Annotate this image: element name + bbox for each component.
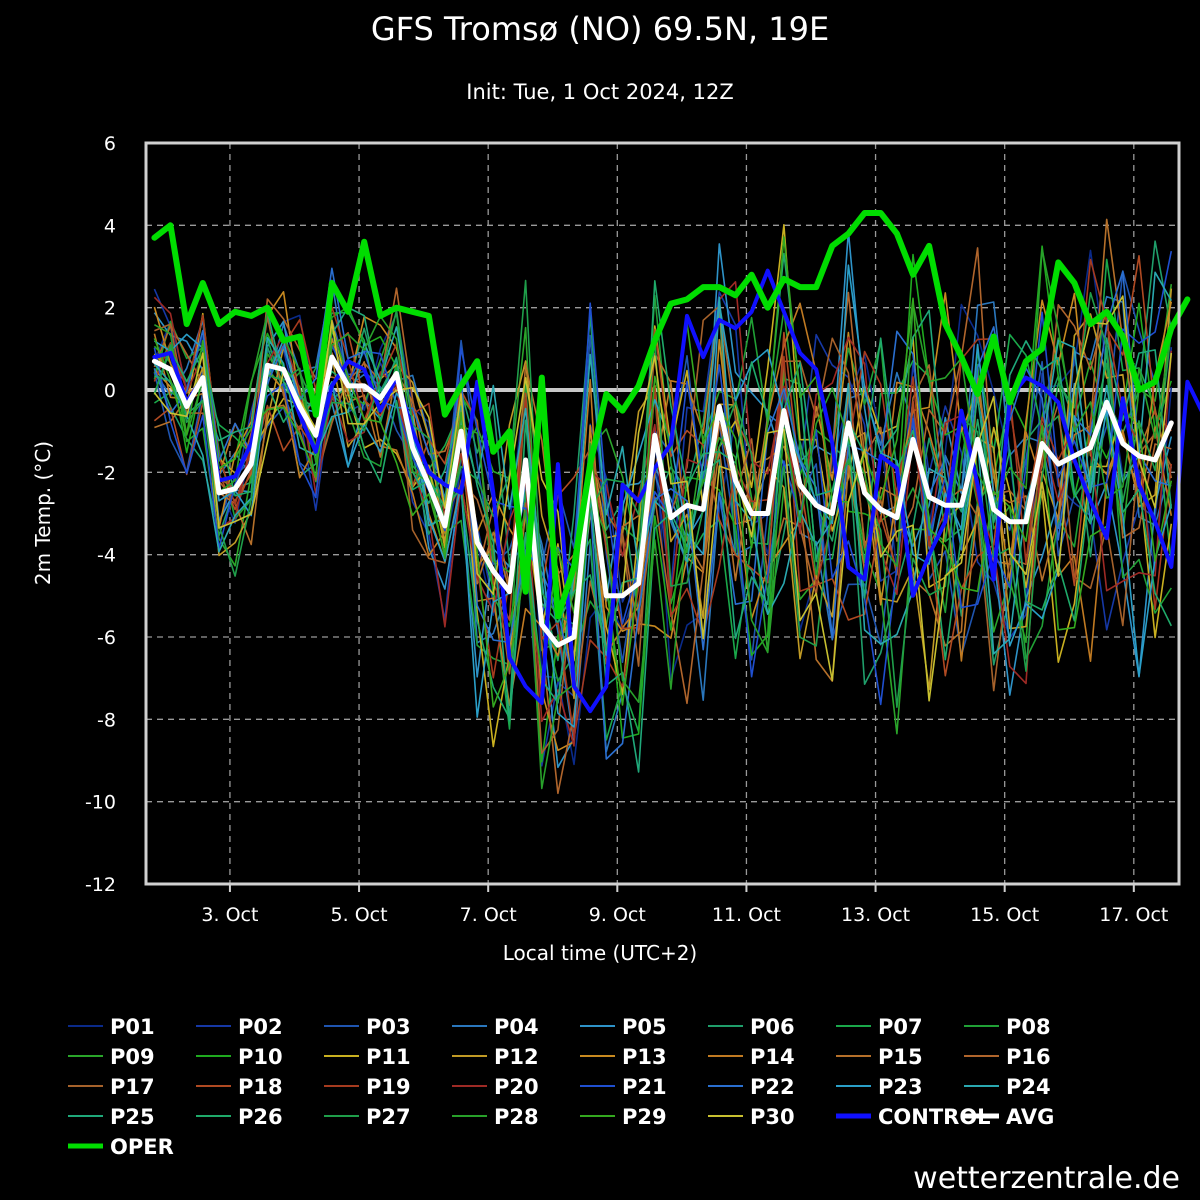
- plot-frame: [144, 141, 1181, 886]
- x-tick-label: 13. Oct: [841, 904, 910, 926]
- legend-label: P18: [238, 1075, 283, 1099]
- y-tick-label: 0: [104, 380, 116, 402]
- legend-label: P03: [366, 1015, 411, 1039]
- member-line: [153, 271, 1172, 704]
- x-axis-label: Local time (UTC+2): [503, 941, 697, 965]
- y-tick-labels: 6 4 2 0 -2 -4 -6 -8 -10 -12: [85, 133, 116, 896]
- y-tick-label: -2: [97, 462, 116, 484]
- legend-label: P09: [110, 1045, 155, 1069]
- legend-label: P29: [622, 1105, 667, 1129]
- legend-label: P26: [238, 1105, 283, 1129]
- x-tick-labels: 3. Oct 5. Oct 7. Oct 9. Oct 11. Oct 13. Oct 15…: [201, 904, 1168, 926]
- legend-label: P25: [110, 1105, 155, 1129]
- legend-label: P04: [494, 1015, 539, 1039]
- y-tick-label: -6: [97, 627, 116, 649]
- x-tick-label: 15. Oct: [970, 904, 1039, 926]
- legend-label: P14: [750, 1045, 795, 1069]
- legend-label: P30: [750, 1105, 795, 1129]
- y-tick-label: 4: [104, 215, 116, 237]
- legend-label: P12: [494, 1045, 539, 1069]
- legend-label: P27: [366, 1105, 411, 1129]
- legend-label: P13: [622, 1045, 667, 1069]
- x-tick-label: 11. Oct: [712, 904, 781, 926]
- y-tick-label: -10: [85, 792, 116, 814]
- legend-label: P21: [622, 1075, 667, 1099]
- main-series: [151, 210, 1200, 714]
- chart-title: GFS Tromsø (NO) 69.5N, 19E: [371, 10, 829, 48]
- legend-label: P02: [238, 1015, 283, 1039]
- legend-label: P10: [238, 1045, 283, 1069]
- x-tick-label: 5. Oct: [331, 904, 388, 926]
- y-axis-label: 2m Temp. (°C): [31, 441, 55, 585]
- x-tick-label: 17. Oct: [1099, 904, 1168, 926]
- y-tick-label: 6: [104, 133, 116, 155]
- legend-label: P07: [878, 1015, 923, 1039]
- legend-label: P19: [366, 1075, 411, 1099]
- chart-subtitle: Init: Tue, 1 Oct 2024, 12Z: [466, 80, 733, 104]
- legend-label: P16: [1006, 1045, 1051, 1069]
- legend-label: P11: [366, 1045, 411, 1069]
- series-line-control: [152, 268, 1200, 714]
- legend-label: P28: [494, 1105, 539, 1129]
- legend-label: P15: [878, 1045, 923, 1069]
- legend-label: P08: [1006, 1015, 1051, 1039]
- x-tick-label: 3. Oct: [201, 904, 258, 926]
- legend-label: P17: [110, 1075, 155, 1099]
- ensemble-members: [153, 218, 1173, 795]
- legend-label: P22: [750, 1075, 795, 1099]
- y-tick-label: -8: [97, 709, 116, 731]
- x-tick-label: 7. Oct: [460, 904, 517, 926]
- legend-label: P23: [878, 1075, 923, 1099]
- legend-label: P01: [110, 1015, 155, 1039]
- legend-label: OPER: [110, 1135, 174, 1159]
- legend-label: P20: [494, 1075, 539, 1099]
- series-line-oper: [151, 210, 1191, 620]
- x-tick-label: 9. Oct: [589, 904, 646, 926]
- y-tick-label: -4: [97, 545, 116, 567]
- series-line-avg: [151, 354, 1174, 648]
- legend-label: P05: [622, 1015, 667, 1039]
- legend-label: AVG: [1006, 1105, 1054, 1129]
- y-tick-label: -12: [85, 874, 116, 896]
- credit-text: wetterzentrale.de: [913, 1161, 1180, 1196]
- member-line: [153, 280, 1173, 747]
- legend: P01 P02 P03 P04 P05 P06 P07 P08 P09 P10 P11 P12 P13 P…: [68, 1015, 1054, 1159]
- legend-label: P06: [750, 1015, 795, 1039]
- y-tick-label: 2: [104, 298, 116, 320]
- legend-label: P24: [1006, 1075, 1051, 1099]
